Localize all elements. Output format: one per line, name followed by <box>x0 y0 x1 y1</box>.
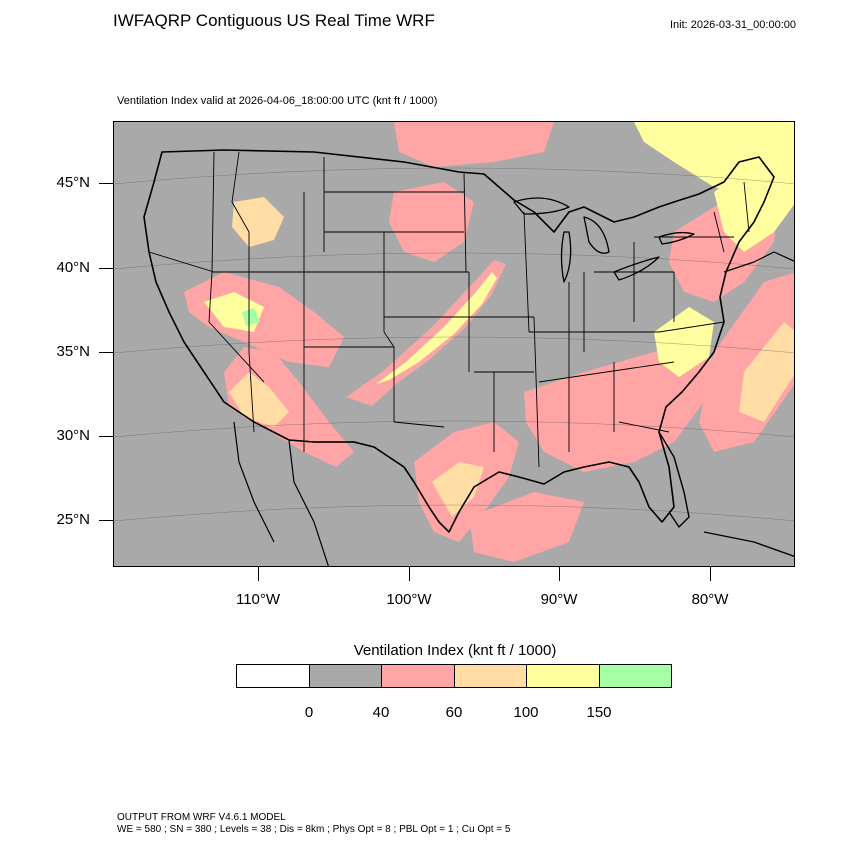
lon-tick <box>710 567 711 581</box>
colorbar-swatch-0-40 <box>309 665 382 687</box>
lon-tick <box>409 567 410 581</box>
pink-area-northern-plains <box>389 182 474 262</box>
green-area-utah <box>242 308 260 326</box>
model-info-line-1: OUTPUT FROM WRF V4.6.1 MODEL <box>117 812 286 823</box>
ventilation-index-map <box>113 121 795 567</box>
colorbar-level-label: 150 <box>586 704 612 721</box>
great-lakes <box>513 197 695 283</box>
pink-area-canada-north <box>394 122 554 167</box>
pink-area-gulf-plume <box>469 492 584 562</box>
lat-label-40n: 40°N <box>56 259 90 276</box>
graticule <box>114 167 794 522</box>
map-canvas <box>114 122 794 566</box>
mexico-canada-borders <box>233 251 794 566</box>
boundaries <box>143 149 794 566</box>
state-borders <box>148 151 750 468</box>
colorbar <box>236 664 672 688</box>
lon-tick <box>258 567 259 581</box>
map-subtitle: Ventilation Index valid at 2026-04-06_18… <box>117 95 438 107</box>
colorbar-level-label: 60 <box>445 704 463 721</box>
init-time: Init: 2026-03-31_00:00:00 <box>670 19 796 31</box>
peach-area-texas-coast <box>432 462 484 517</box>
lon-label-80w: 80°W <box>691 591 729 608</box>
peach-area-southwest <box>229 372 289 427</box>
colorbar-swatch-100-150 <box>527 665 600 687</box>
lon-label-90w: 90°W <box>540 591 578 608</box>
lon-label-110w: 110°W <box>235 591 281 608</box>
colorbar-swatch-60-100 <box>454 665 527 687</box>
lat-label-25n: 25°N <box>56 511 90 528</box>
lat-tick <box>99 268 113 269</box>
model-info-line-2: WE = 580 ; SN = 380 ; Levels = 38 ; Dis … <box>117 824 511 835</box>
lat-tick <box>99 352 113 353</box>
lat-label-35n: 35°N <box>56 343 90 360</box>
pink-area-southwest <box>224 347 354 467</box>
shading-layer <box>184 122 794 562</box>
lat-label-45n: 45°N <box>56 174 90 191</box>
yellow-area-carolinas <box>654 307 714 377</box>
yellow-area-canada-east <box>634 122 794 197</box>
peach-area-atlantic <box>739 322 794 422</box>
lat-label-30n: 30°N <box>56 427 90 444</box>
yellow-area-plains-band <box>376 272 497 384</box>
florida-cuba <box>658 431 794 558</box>
colorbar-title: Ventilation Index (knt ft / 1000) <box>353 642 557 659</box>
colorbar-swatch-below-0 <box>237 665 310 687</box>
pink-area-plains-band <box>346 260 506 406</box>
lon-tick <box>559 567 560 581</box>
pink-area-gulf-southeast <box>524 337 714 472</box>
colorbar-level-label: 100 <box>513 704 539 721</box>
colorbar-level-label: 0 <box>304 704 314 721</box>
peach-area-northern-rockies <box>232 197 284 247</box>
colorbar-level-label: 40 <box>372 704 390 721</box>
lat-tick <box>99 520 113 521</box>
map-title: IWFAQRP Contiguous US Real Time WRF <box>113 11 435 30</box>
lat-tick <box>99 436 113 437</box>
lat-tick <box>99 183 113 184</box>
lon-label-100w: 100°W <box>386 591 432 608</box>
colorbar-swatch-40-60 <box>382 665 455 687</box>
colorbar-swatch-above-150 <box>599 665 671 687</box>
